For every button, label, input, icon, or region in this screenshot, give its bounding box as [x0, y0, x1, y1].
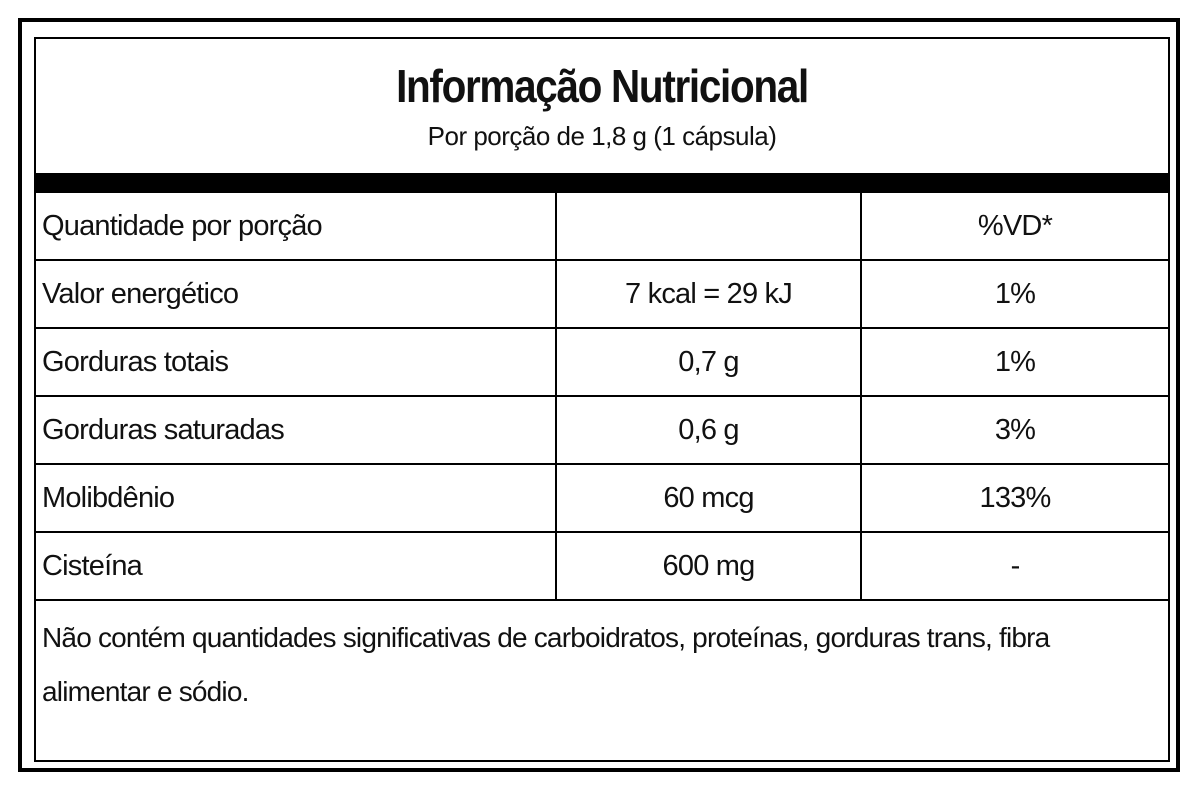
amount: 600 mg: [555, 531, 862, 601]
empty-cell: [555, 193, 862, 261]
nutrient-name: Molibdênio: [36, 463, 557, 533]
nutrient-name: Gorduras totais: [36, 327, 557, 397]
nutrient-row: Gorduras saturadas 0,6 g 3%: [36, 395, 1168, 465]
daily-value: 3%: [860, 395, 1168, 465]
nutrient-name: Valor energético: [36, 259, 557, 329]
daily-value: -: [860, 531, 1168, 601]
footnote: Não contém quantidades significativas de…: [42, 622, 1050, 707]
column-header: %VD*: [860, 193, 1168, 261]
nutrition-label: Informação Nutricional Por porção de 1,8…: [34, 37, 1170, 762]
daily-value: 1%: [860, 327, 1168, 397]
nutrient-row: Cisteína 600 mg -: [36, 531, 1168, 601]
daily-value: 1%: [860, 259, 1168, 329]
label-header: Informação Nutricional Por porção de 1,8…: [36, 39, 1168, 173]
nutrient-name: Cisteína: [36, 531, 557, 601]
amount: 7 kcal = 29 kJ: [555, 259, 862, 329]
nutrient-row: Valor energético 7 kcal = 29 kJ 1%: [36, 259, 1168, 329]
amount: 0,6 g: [555, 395, 862, 465]
nutrition-table: Quantidade por porção %VD* Valor energét…: [36, 193, 1168, 601]
title: Informação Nutricional: [396, 60, 809, 112]
amount: 0,7 g: [555, 327, 862, 397]
nutrient-row: Gorduras totais 0,7 g 1%: [36, 327, 1168, 397]
nutrient-row: Molibdênio 60 mcg 133%: [36, 463, 1168, 533]
subtitle: Por porção de 1,8 g (1 cápsula): [427, 121, 777, 151]
nutrient-name: Gorduras saturadas: [36, 395, 557, 465]
daily-value: 133%: [860, 463, 1168, 533]
amount: 60 mcg: [555, 463, 862, 533]
divider-bar: [36, 173, 1168, 193]
outer-border: [18, 18, 1180, 772]
column-header: Quantidade por porção: [36, 193, 557, 261]
header-row: Quantidade por porção %VD*: [36, 193, 1168, 261]
